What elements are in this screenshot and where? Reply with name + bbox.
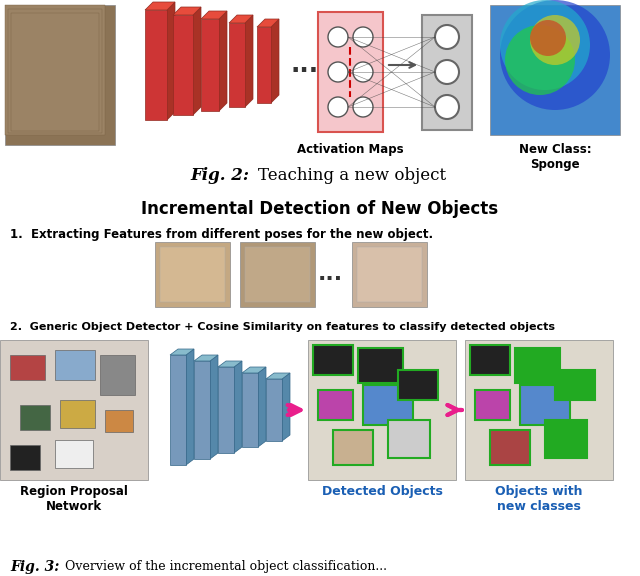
Text: ...: ...: [291, 53, 319, 77]
FancyBboxPatch shape: [5, 5, 115, 145]
Circle shape: [530, 20, 566, 56]
FancyBboxPatch shape: [5, 5, 105, 135]
Text: Fig. 2:: Fig. 2:: [190, 167, 249, 184]
FancyBboxPatch shape: [155, 242, 230, 307]
Polygon shape: [167, 2, 175, 120]
FancyBboxPatch shape: [470, 345, 510, 375]
FancyBboxPatch shape: [55, 440, 93, 468]
Circle shape: [353, 97, 373, 117]
Polygon shape: [234, 361, 242, 453]
FancyBboxPatch shape: [240, 242, 315, 307]
FancyBboxPatch shape: [257, 27, 271, 103]
FancyBboxPatch shape: [318, 390, 353, 420]
FancyBboxPatch shape: [100, 355, 135, 395]
FancyBboxPatch shape: [398, 370, 438, 400]
FancyBboxPatch shape: [0, 340, 148, 480]
Polygon shape: [186, 349, 194, 465]
Circle shape: [435, 25, 459, 49]
Text: Overview of the incremental object classification...: Overview of the incremental object class…: [65, 560, 387, 573]
FancyBboxPatch shape: [173, 15, 193, 115]
Circle shape: [328, 27, 348, 47]
FancyBboxPatch shape: [245, 247, 310, 302]
Polygon shape: [258, 367, 266, 447]
Circle shape: [328, 97, 348, 117]
Polygon shape: [266, 373, 290, 379]
Text: Fig. 3:: Fig. 3:: [10, 560, 60, 574]
FancyBboxPatch shape: [333, 430, 373, 465]
Text: Objects with
new classes: Objects with new classes: [495, 485, 583, 513]
FancyBboxPatch shape: [194, 361, 210, 459]
FancyBboxPatch shape: [8, 9, 102, 133]
FancyBboxPatch shape: [105, 410, 133, 432]
Circle shape: [505, 25, 575, 95]
FancyBboxPatch shape: [465, 340, 613, 480]
FancyBboxPatch shape: [520, 385, 570, 425]
FancyBboxPatch shape: [490, 430, 530, 465]
Text: ...: ...: [317, 264, 342, 284]
Text: 1.  Extracting Features from different poses for the new object.: 1. Extracting Features from different po…: [10, 228, 433, 241]
FancyBboxPatch shape: [358, 348, 403, 383]
Circle shape: [530, 15, 580, 65]
FancyBboxPatch shape: [545, 420, 587, 458]
FancyBboxPatch shape: [388, 420, 430, 458]
FancyBboxPatch shape: [318, 12, 383, 132]
Polygon shape: [194, 355, 218, 361]
FancyBboxPatch shape: [242, 373, 258, 447]
Polygon shape: [229, 15, 253, 23]
Polygon shape: [210, 355, 218, 459]
FancyBboxPatch shape: [357, 247, 422, 302]
Polygon shape: [201, 11, 227, 19]
Text: Region Proposal
Network: Region Proposal Network: [20, 485, 128, 513]
Polygon shape: [219, 11, 227, 111]
FancyBboxPatch shape: [352, 242, 427, 307]
Polygon shape: [145, 2, 175, 10]
FancyBboxPatch shape: [555, 370, 595, 400]
FancyBboxPatch shape: [266, 379, 282, 441]
FancyBboxPatch shape: [10, 445, 40, 470]
Text: Detected Objects: Detected Objects: [321, 485, 442, 498]
Circle shape: [435, 95, 459, 119]
FancyBboxPatch shape: [308, 340, 456, 480]
FancyBboxPatch shape: [490, 5, 620, 135]
FancyBboxPatch shape: [60, 400, 95, 428]
Polygon shape: [242, 367, 266, 373]
FancyBboxPatch shape: [218, 367, 234, 453]
Text: Incremental Detection of New Objects: Incremental Detection of New Objects: [141, 200, 499, 218]
FancyBboxPatch shape: [55, 350, 95, 380]
Circle shape: [353, 62, 373, 82]
Text: Teaching a new object: Teaching a new object: [258, 167, 446, 184]
FancyBboxPatch shape: [313, 345, 353, 375]
FancyBboxPatch shape: [515, 348, 560, 383]
Circle shape: [435, 60, 459, 84]
FancyBboxPatch shape: [20, 405, 50, 430]
Polygon shape: [170, 349, 194, 355]
Text: 2.  Generic Object Detector + Cosine Similarity on features to classify detected: 2. Generic Object Detector + Cosine Simi…: [10, 322, 555, 332]
Text: New Class:
Sponge: New Class: Sponge: [518, 143, 591, 171]
FancyBboxPatch shape: [145, 10, 167, 120]
FancyBboxPatch shape: [363, 385, 413, 425]
Polygon shape: [257, 19, 279, 27]
FancyBboxPatch shape: [160, 247, 225, 302]
FancyBboxPatch shape: [475, 390, 510, 420]
Polygon shape: [282, 373, 290, 441]
Polygon shape: [173, 7, 201, 15]
Circle shape: [500, 0, 610, 110]
Polygon shape: [245, 15, 253, 107]
FancyBboxPatch shape: [422, 15, 472, 130]
FancyBboxPatch shape: [10, 355, 45, 380]
FancyBboxPatch shape: [229, 23, 245, 107]
FancyBboxPatch shape: [11, 13, 99, 131]
Polygon shape: [218, 361, 242, 367]
Circle shape: [353, 27, 373, 47]
Circle shape: [500, 0, 590, 90]
FancyBboxPatch shape: [201, 19, 219, 111]
Polygon shape: [271, 19, 279, 103]
Circle shape: [328, 62, 348, 82]
Text: Activation Maps: Activation Maps: [297, 143, 403, 156]
FancyBboxPatch shape: [170, 355, 186, 465]
Polygon shape: [193, 7, 201, 115]
